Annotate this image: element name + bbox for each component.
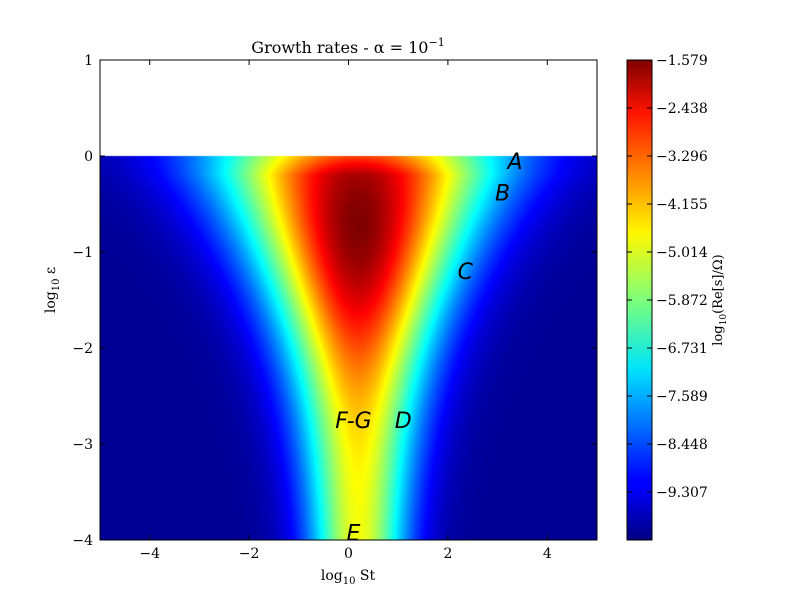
heatmap (100, 60, 597, 540)
x-tick-label: 0 (344, 546, 353, 562)
x-axis: −4 −2 0 2 4 (139, 60, 552, 562)
colorbar-tick-label: −9.307 (656, 485, 708, 501)
colorbar-tick-label: −2.438 (656, 101, 708, 117)
y-tick-label: −1 (72, 245, 93, 261)
colorbar-tick-label: −5.014 (656, 245, 708, 261)
y-tick-label: 0 (84, 149, 93, 165)
y-tick-label: −3 (72, 437, 93, 453)
point-label-a: A (505, 150, 522, 175)
y-tick-label: 1 (84, 53, 93, 69)
x-axis-title: log10 St (321, 568, 376, 587)
point-label-d: D (395, 409, 412, 434)
colorbar-title: log10(Re[s]/Ω) (711, 254, 729, 345)
x-tick-label: 2 (443, 546, 452, 562)
colorbar-tick-label: −7.589 (656, 389, 708, 405)
point-label-f-g: F-G (335, 409, 371, 434)
colorbar-tick-label: −4.155 (656, 197, 708, 213)
colorbar-tick-label: −6.731 (656, 341, 708, 357)
point-label-b: B (495, 181, 510, 206)
chart-title-exponent: −1 (428, 36, 444, 49)
x-tick-label: 4 (543, 546, 552, 562)
point-label-c: C (458, 260, 474, 285)
y-tick-label: −4 (72, 533, 93, 549)
colorbar-tick-label: −5.872 (656, 293, 708, 309)
chart-title: Growth rates - α = 10−1 (251, 36, 444, 57)
point-label-e: E (347, 521, 361, 546)
colorbar-tick-label: −8.448 (656, 437, 708, 453)
colorbar-tick-label: −3.296 (656, 149, 708, 165)
y-axis-title: log10 ε (43, 267, 62, 313)
y-axis: 1 0 −1 −2 −3 −4 (72, 53, 597, 549)
x-tick-label: −2 (239, 546, 260, 562)
colorbar-ticks: −1.579 −2.438 −3.296 −4.155 −5.014 −5.872 −6.7… (627, 53, 708, 501)
colorbar-tick-label: −1.579 (656, 53, 708, 69)
heatmap-image (100, 60, 597, 540)
y-tick-label: −2 (72, 341, 93, 357)
colorbar: −1.579 −2.438 −3.296 −4.155 −5.014 −5.872 −6.7… (626, 53, 729, 541)
x-tick-label: −4 (139, 546, 160, 562)
annotations: AB C F-G D E (335, 150, 522, 547)
